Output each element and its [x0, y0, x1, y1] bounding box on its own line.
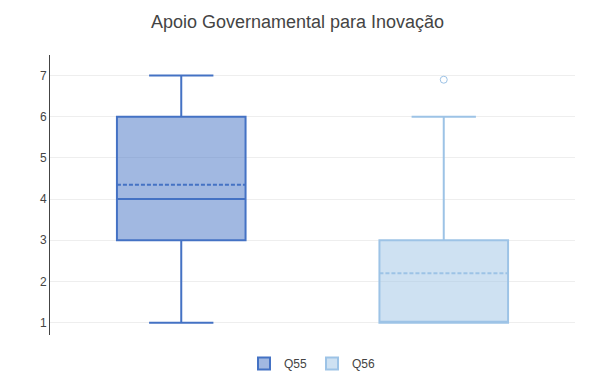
svg-text:6: 6: [40, 110, 47, 124]
svg-text:1: 1: [40, 316, 47, 330]
svg-text:2: 2: [40, 275, 47, 289]
svg-text:7: 7: [40, 69, 47, 83]
svg-text:5: 5: [40, 151, 47, 165]
svg-text:Q55: Q55: [284, 357, 307, 371]
svg-text:Q56: Q56: [352, 357, 375, 371]
svg-text:Apoio Governamental para Inova: Apoio Governamental para Inovação: [151, 12, 444, 32]
svg-text:4: 4: [40, 192, 47, 206]
svg-text:3: 3: [40, 233, 47, 247]
